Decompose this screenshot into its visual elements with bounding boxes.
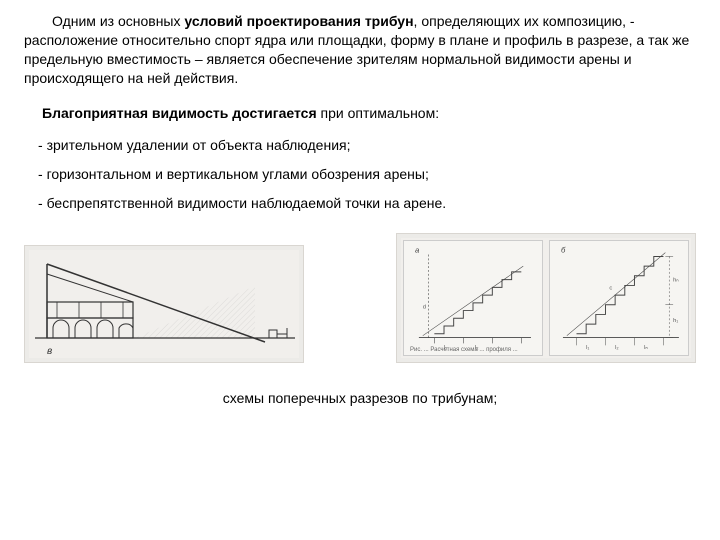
svg-text:lₙ: lₙ [644,345,648,351]
p1-bold: условий проектирования трибун [184,13,413,29]
svg-text:l₁: l₁ [586,345,589,351]
figure-b-left-svg: а l₁ l₂ d [404,241,542,355]
svg-text:а: а [415,246,420,255]
figure-a-svg: в [25,246,305,364]
figure-b-right-svg: б l₁ l₂ lₙ h₁ hₙ c [550,241,688,355]
bullet-list: зрительном удалении от объекта наблюдени… [24,136,696,213]
figure-b: а l₁ l₂ d Рис. ... Расчетная схема ... п… [396,233,696,363]
figB-left-caption: Рис. ... Расчетная схема ... профиля ... [410,347,534,353]
figure-a: в [24,245,304,363]
svg-text:h₁: h₁ [673,318,678,324]
visibility-paragraph: Благоприятная видимость достигается при … [24,104,696,123]
svg-text:б: б [561,246,566,255]
intro-paragraph: Одним из основных условий проектирования… [24,12,696,88]
figure-b-panel-left: а l₁ l₂ d Рис. ... Расчетная схема ... п… [403,240,543,356]
figures-row: в а l₁ l₂ [24,233,696,363]
svg-text:hₙ: hₙ [673,278,679,284]
p2-post: при оптимальном: [317,105,439,121]
bullet-item: беспрепятственной видимости наблюдаемой … [38,194,696,213]
svg-text:d: d [423,305,426,311]
figA-label: в [47,346,52,357]
p1-pre: Одним из основных [52,13,184,29]
figure-b-panel-right: б l₁ l₂ lₙ h₁ hₙ c [549,240,689,356]
svg-text:c: c [609,285,612,291]
p2-bold: Благоприятная видимость достигается [42,105,317,121]
bullet-item: зрительном удалении от объекта наблюдени… [38,136,696,155]
svg-text:l₂: l₂ [615,345,619,351]
bullet-item: горизонтальном и вертикальном углами обо… [38,165,696,184]
figures-caption: схемы поперечных разрезов по трибунам; [24,389,696,408]
